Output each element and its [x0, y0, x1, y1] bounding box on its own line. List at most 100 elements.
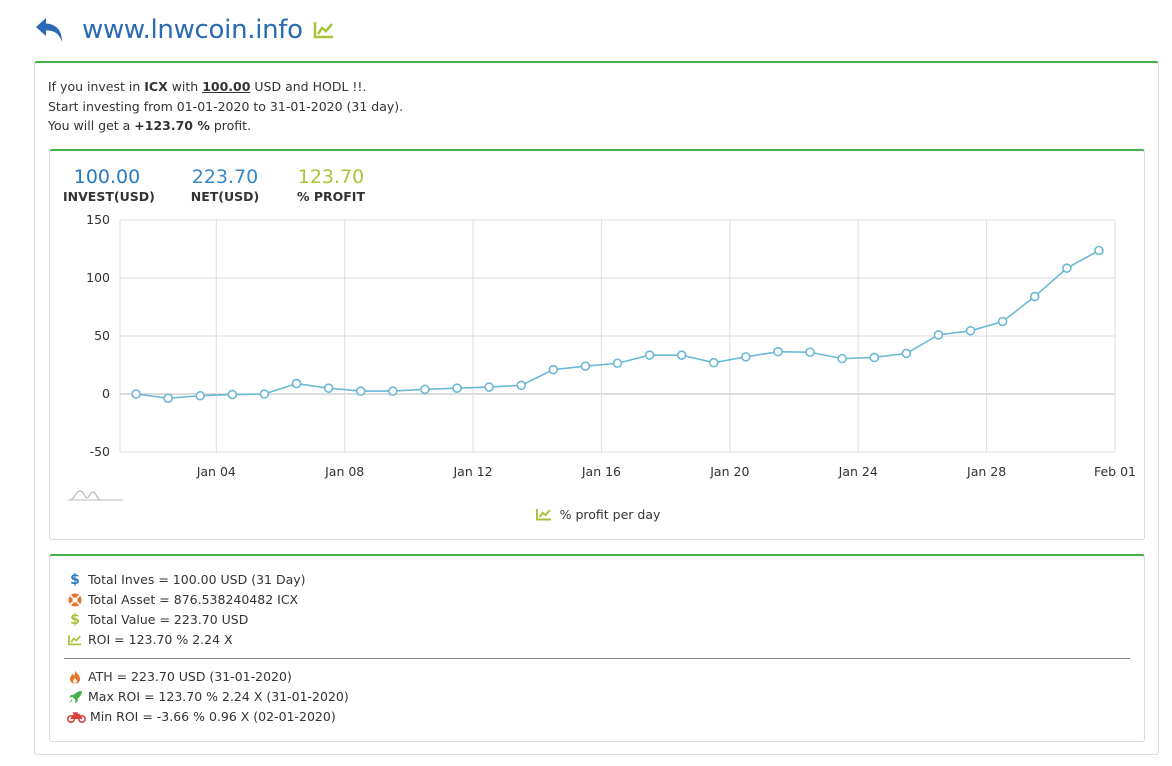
- data-point: [163, 393, 173, 404]
- line-chart-icon: [313, 22, 333, 39]
- y-tick-label: 0: [102, 386, 110, 401]
- data-point: [484, 382, 494, 392]
- data-point: [259, 389, 270, 399]
- dollar-icon: $: [70, 572, 80, 588]
- x-tick-label: Jan 16: [581, 464, 621, 479]
- x-tick-label: Jan 08: [324, 464, 364, 479]
- legend-label: % profit per day: [559, 507, 661, 522]
- y-tick-label: 100: [86, 270, 110, 285]
- data-point: [676, 350, 687, 360]
- data-point: [997, 316, 1008, 327]
- x-tick-label: Jan 20: [709, 464, 749, 479]
- coin-symbol: ICX: [144, 79, 168, 94]
- summary-line-3: You will get a +123.70 % profit.: [48, 116, 403, 136]
- motorcycle-icon: [66, 710, 86, 724]
- profit-label: % PROFIT: [296, 189, 365, 204]
- line-chart-icon: [66, 633, 84, 647]
- summary-line-1: If you invest in ICX with 100.00 USD and…: [48, 77, 403, 97]
- stat-invest: 100.00 INVEST(USD): [63, 165, 155, 205]
- max-roi-row: Max ROI = 123.70 % 2.24 X (31-01-2020): [66, 687, 349, 707]
- legend-item-profit[interactable]: % profit per day: [535, 507, 661, 522]
- y-tick-label: 50: [94, 328, 110, 343]
- data-point: [195, 390, 206, 401]
- chart-legend: % profit per day: [50, 507, 1146, 524]
- rocket-icon: [66, 690, 84, 704]
- navigator-glyph: [69, 490, 102, 501]
- invest-amount: 100.00: [202, 79, 251, 94]
- chart-card: 150 100 50 0 -50 Jan 04 Jan 08 Jan 12 Jan 16 Jan …: [49, 149, 1145, 540]
- x-tick-label: Jan 12: [452, 464, 492, 479]
- invest-label: INVEST(USD): [63, 189, 155, 204]
- data-point: [901, 348, 912, 359]
- x-tick-label: Jan 24: [838, 464, 878, 479]
- main-panel: If you invest in ICX with 100.00 USD and…: [34, 61, 1159, 755]
- data-point: [323, 383, 334, 393]
- y-tick-label: -50: [90, 444, 110, 459]
- net-value: 223.70: [191, 166, 259, 188]
- total-value-row: $ Total Value = 223.70 USD: [66, 610, 248, 630]
- max-roi-text: Max ROI = 123.70 % 2.24 X (31-01-2020): [88, 689, 349, 704]
- total-asset-row: Total Asset = 876.538240482 ICX: [66, 590, 298, 610]
- data-point: [869, 352, 880, 363]
- stat-profit: 123.70 % PROFIT: [293, 165, 369, 205]
- data-point: [837, 353, 847, 364]
- net-label: NET(USD): [190, 189, 260, 204]
- total-value-text: Total Value = 223.70 USD: [88, 612, 249, 627]
- data-point: [1094, 245, 1104, 256]
- back-arrow-icon[interactable]: [34, 15, 66, 45]
- line-chart-icon: [535, 509, 551, 521]
- min-roi-row: Min ROI = -3.66 % 0.96 X (02-01-2020): [66, 707, 336, 727]
- investment-summary: If you invest in ICX with 100.00 USD and…: [48, 77, 403, 136]
- life-ring-icon: [66, 593, 84, 607]
- x-tick-label: Feb 01: [1094, 464, 1136, 479]
- data-point: [516, 380, 527, 391]
- summary-text: If you invest in: [48, 79, 145, 94]
- data-point: [452, 383, 462, 393]
- data-point: [612, 358, 623, 369]
- data-point: [708, 357, 719, 368]
- header: www.lnwcoin.info: [34, 12, 335, 48]
- data-point: [580, 361, 591, 371]
- x-tick-label: Jan 04: [196, 464, 236, 479]
- min-roi-text: Min ROI = -3.66 % 0.96 X (02-01-2020): [90, 709, 336, 724]
- data-point: [965, 325, 976, 336]
- data-point: [1062, 263, 1072, 273]
- data-point: [644, 350, 655, 360]
- data-point: [1029, 291, 1040, 302]
- dollar-icon: $: [70, 612, 80, 628]
- data-point: [933, 330, 944, 340]
- series-line: [135, 249, 1100, 400]
- summary-text: USD and HODL !!.: [250, 79, 367, 94]
- invest-value: 100.00: [73, 166, 141, 188]
- data-point: [131, 389, 141, 399]
- data-point: [388, 386, 398, 396]
- data-point: [741, 352, 751, 362]
- data-point: [291, 378, 302, 389]
- roi-text: ROI = 123.70 % 2.24 X: [88, 632, 233, 647]
- x-tick-label: Jan 28: [966, 464, 1006, 479]
- data-point: [420, 384, 430, 395]
- data-point: [355, 386, 366, 396]
- data-point: [227, 389, 238, 400]
- data-point: [548, 364, 559, 375]
- site-title-link[interactable]: www.lnwcoin.info: [82, 15, 303, 45]
- profit-percent: +123.70 %: [134, 118, 210, 133]
- profit-line-chart: 150 100 50 0 -50 Jan 04 Jan 08 Jan 12 Jan 16 Jan …: [68, 212, 1136, 501]
- summary-text: profit.: [209, 118, 252, 133]
- total-asset-text: Total Asset = 876.538240482 ICX: [88, 592, 299, 607]
- summary-text: with: [167, 79, 203, 94]
- ath-text: ATH = 223.70 USD (31-01-2020): [88, 669, 292, 684]
- data-point: [773, 346, 783, 357]
- fire-icon: [66, 670, 84, 684]
- profit-value: 123.70: [297, 166, 365, 188]
- total-invest-row: $ Total Inves = 100.00 USD (31 Day): [66, 570, 306, 590]
- y-tick-label: 150: [86, 212, 110, 227]
- stats-card: $ Total Inves = 100.00 USD (31 Day) Tota…: [49, 554, 1145, 742]
- data-point: [805, 347, 815, 358]
- total-invest-text: Total Inves = 100.00 USD (31 Day): [88, 572, 306, 587]
- summary-line-2: Start investing from 01-01-2020 to 31-01…: [48, 98, 404, 114]
- divider: [64, 658, 1130, 659]
- ath-row: ATH = 223.70 USD (31-01-2020): [66, 667, 292, 687]
- roi-row: ROI = 123.70 % 2.24 X: [66, 630, 233, 650]
- stat-net: 223.70 NET(USD): [185, 165, 265, 205]
